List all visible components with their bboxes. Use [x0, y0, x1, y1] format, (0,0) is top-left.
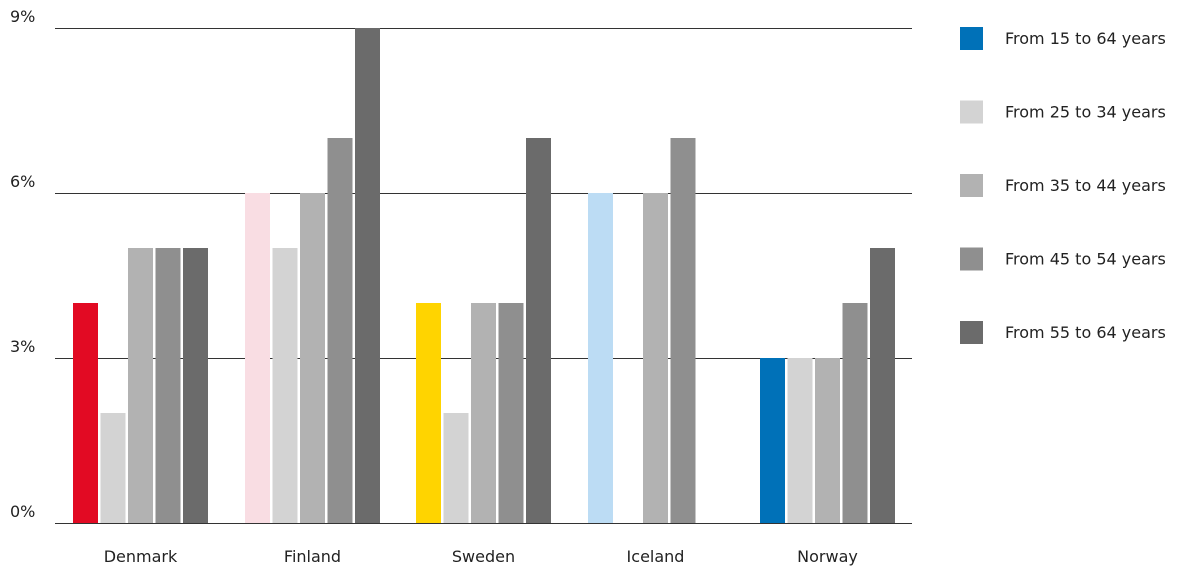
bar-group-denmark	[73, 248, 208, 523]
bar-sweden-series-2	[443, 413, 469, 523]
x-axis-category-labels: Denmark Finland Sweden Iceland Norway	[104, 547, 858, 566]
bar-sweden-series-5	[526, 138, 551, 523]
bar-group-norway	[760, 248, 895, 523]
bars	[73, 28, 895, 523]
bar-sweden-series-4	[498, 303, 524, 523]
bar-finland-series-1	[245, 193, 270, 523]
legend-swatch	[960, 100, 983, 124]
bar-denmark-series-4	[155, 248, 181, 523]
bar-finland-series-5	[355, 28, 380, 523]
legend-label: From 15 to 64 years	[1005, 29, 1166, 48]
legend-item: From 45 to 54 years	[960, 247, 1166, 271]
bar-norway-series-4	[842, 303, 868, 523]
y-axis-tick-labels: 0% 3% 6% 9%	[10, 7, 35, 521]
bar-norway-series-1	[760, 358, 785, 523]
y-tick-label: 0%	[10, 502, 35, 521]
bar-iceland-series-1	[588, 193, 613, 523]
bar-norway-series-2	[787, 358, 813, 523]
bar-group-finland	[245, 28, 380, 523]
x-category-label: Finland	[284, 547, 341, 566]
x-category-label: Denmark	[104, 547, 178, 566]
bar-sweden-series-3	[471, 303, 496, 523]
legend-label: From 55 to 64 years	[1005, 323, 1166, 342]
legend-swatch	[960, 174, 983, 197]
bar-denmark-series-3	[128, 248, 153, 523]
bar-finland-series-2	[272, 248, 298, 523]
legend-item: From 15 to 64 years	[960, 27, 1166, 50]
y-tick-label: 3%	[10, 337, 35, 356]
legend-item: From 55 to 64 years	[960, 321, 1166, 344]
bar-iceland-series-3	[643, 193, 668, 523]
legend-label: From 35 to 44 years	[1005, 176, 1166, 195]
bar-sweden-series-1	[416, 303, 441, 523]
bar-denmark-series-2	[100, 413, 126, 523]
legend-label: From 45 to 54 years	[1005, 250, 1166, 269]
legend: From 15 to 64 years From 25 to 34 years Fr…	[960, 27, 1166, 344]
x-category-label: Sweden	[452, 547, 515, 566]
bar-group-iceland	[588, 138, 696, 523]
legend-swatch	[960, 247, 983, 271]
x-category-label: Norway	[797, 547, 858, 566]
bar-iceland-series-4	[670, 138, 696, 523]
legend-swatch	[960, 27, 983, 50]
bar-group-sweden	[416, 138, 551, 523]
bar-denmark-series-5	[183, 248, 208, 523]
y-tick-label: 9%	[10, 7, 35, 26]
bar-finland-series-3	[300, 193, 325, 523]
legend-swatch	[960, 321, 983, 344]
legend-label: From 25 to 34 years	[1005, 103, 1166, 122]
bar-norway-series-5	[870, 248, 895, 523]
bar-norway-series-3	[815, 358, 840, 523]
bar-denmark-series-1	[73, 303, 98, 523]
bar-finland-series-4	[327, 138, 353, 523]
x-category-label: Iceland	[627, 547, 685, 566]
legend-item: From 35 to 44 years	[960, 174, 1166, 197]
legend-item: From 25 to 34 years	[960, 100, 1166, 124]
y-tick-label: 6%	[10, 172, 35, 191]
